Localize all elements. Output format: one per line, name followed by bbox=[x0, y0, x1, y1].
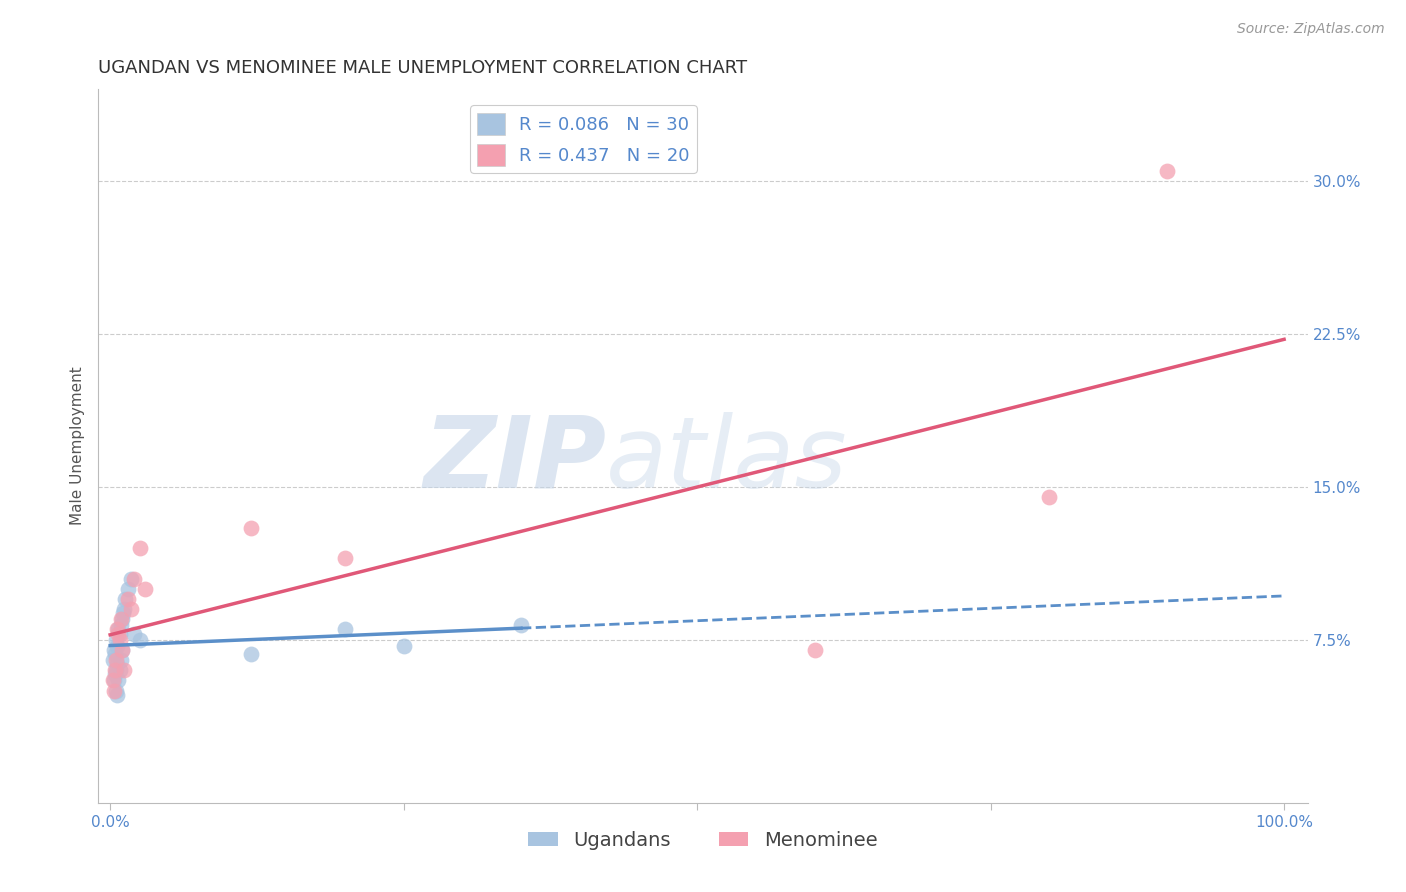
Point bbox=[128, 632, 150, 647]
Point bbox=[105, 639, 128, 653]
Point bbox=[111, 643, 134, 657]
Point bbox=[105, 657, 128, 672]
Point bbox=[105, 623, 128, 637]
Point bbox=[103, 673, 125, 688]
Point bbox=[101, 653, 124, 667]
Point bbox=[333, 551, 356, 566]
Point bbox=[120, 602, 142, 616]
Point bbox=[392, 639, 415, 653]
Point bbox=[117, 582, 139, 596]
Point bbox=[122, 572, 145, 586]
Point bbox=[107, 673, 129, 688]
Point bbox=[112, 602, 135, 616]
Point bbox=[240, 647, 263, 661]
Point bbox=[333, 623, 356, 637]
Point bbox=[105, 683, 128, 698]
Point bbox=[103, 643, 125, 657]
Point bbox=[108, 663, 131, 677]
Text: atlas: atlas bbox=[606, 412, 848, 508]
Point bbox=[120, 572, 142, 586]
Point bbox=[1038, 490, 1060, 504]
Point bbox=[108, 632, 131, 647]
Point bbox=[108, 626, 131, 640]
Y-axis label: Male Unemployment: Male Unemployment bbox=[69, 367, 84, 525]
Text: ZIP: ZIP bbox=[423, 412, 606, 508]
Point bbox=[104, 667, 127, 681]
Text: UGANDAN VS MENOMINEE MALE UNEMPLOYMENT CORRELATION CHART: UGANDAN VS MENOMINEE MALE UNEMPLOYMENT C… bbox=[98, 59, 748, 77]
Point bbox=[1156, 163, 1178, 178]
Point bbox=[134, 582, 156, 596]
Point bbox=[105, 688, 128, 702]
Point bbox=[122, 626, 145, 640]
Point bbox=[104, 663, 127, 677]
Point bbox=[105, 653, 128, 667]
Point bbox=[111, 643, 134, 657]
Point bbox=[101, 673, 124, 688]
Legend: Ugandans, Menominee: Ugandans, Menominee bbox=[520, 822, 886, 857]
Point bbox=[112, 606, 135, 620]
Point bbox=[110, 618, 132, 632]
Point bbox=[111, 612, 134, 626]
Point bbox=[110, 612, 132, 626]
Point bbox=[103, 683, 125, 698]
Point bbox=[112, 663, 135, 677]
Point bbox=[104, 647, 127, 661]
Point bbox=[803, 643, 825, 657]
Point bbox=[107, 623, 129, 637]
Point bbox=[510, 618, 533, 632]
Point bbox=[105, 663, 128, 677]
Point bbox=[240, 520, 263, 534]
Point bbox=[107, 626, 129, 640]
Point bbox=[110, 653, 132, 667]
Point bbox=[128, 541, 150, 555]
Text: Source: ZipAtlas.com: Source: ZipAtlas.com bbox=[1237, 22, 1385, 37]
Point bbox=[117, 591, 139, 606]
Point bbox=[105, 632, 128, 647]
Point bbox=[114, 591, 136, 606]
